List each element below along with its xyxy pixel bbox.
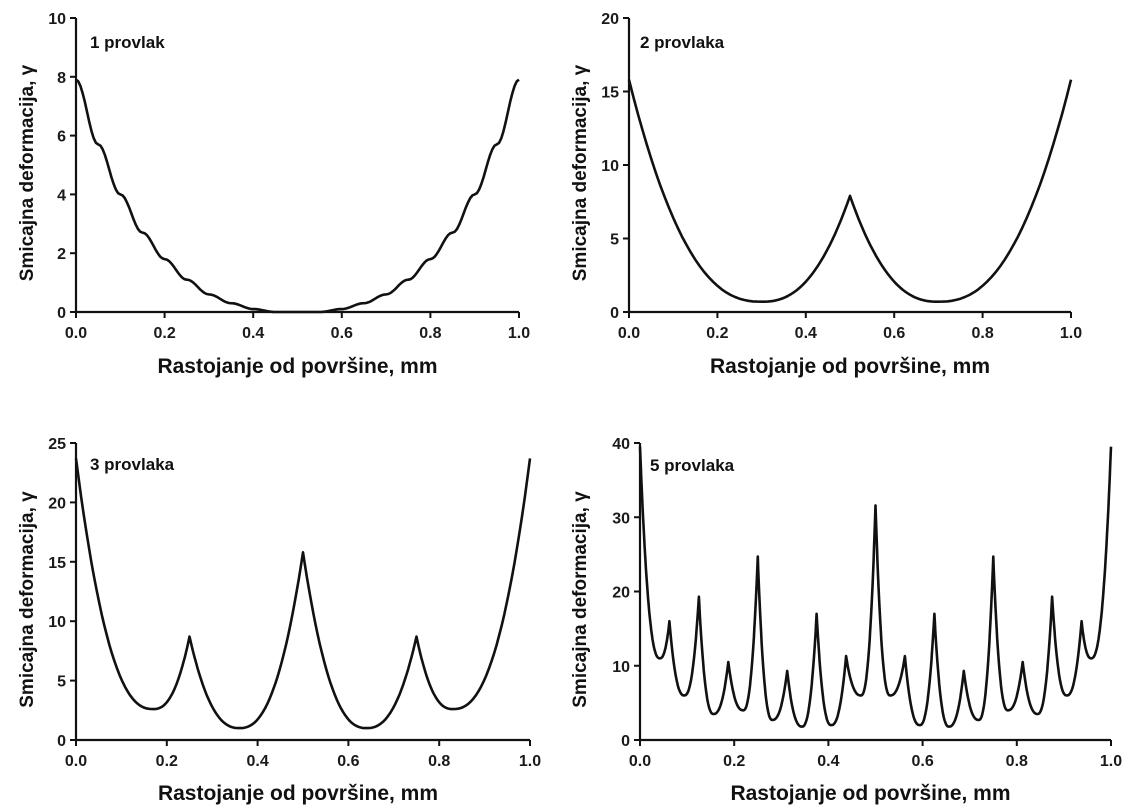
x-axis-label: Rastojanje od površine, mm — [730, 782, 1010, 805]
series-line — [75, 78, 520, 314]
y-tick-label: 8 — [57, 70, 66, 87]
y-axis-label: Smicajna deformacija, γ — [570, 491, 591, 708]
y-tick-label: 5 — [57, 674, 66, 691]
x-tick-label: 1.0 — [1060, 325, 1082, 342]
x-tick-label: 0.4 — [242, 325, 264, 342]
y-tick-label: 20 — [601, 11, 619, 28]
y-axis-label: Smicajna deformacija, γ — [17, 491, 38, 708]
panel-title: 3 provlaka — [90, 455, 175, 474]
x-tick-label: 0.2 — [153, 325, 175, 342]
y-tick-label: 20 — [612, 585, 630, 602]
series-line — [638, 446, 1113, 728]
chart-panel-4: 0.0 0.2 0.4 0.6 0.8 1.0 0 10 20 30 40 Rastojanje od… — [570, 436, 1122, 805]
x-axis-label: Rastojanje od površine, mm — [157, 355, 437, 378]
x-tick-label: 0.4 — [246, 753, 268, 770]
y-tick-label: 0 — [57, 733, 66, 750]
x-tick-label: 0.6 — [337, 753, 359, 770]
x-tick-label: 0.8 — [419, 325, 441, 342]
chart-panel-3: 0.0 0.2 0.4 0.6 0.8 1.0 0 5 10 15 20 25 Rastojanje o… — [17, 436, 541, 805]
y-tick-label: 10 — [48, 614, 66, 631]
x-tick-label: 0.6 — [911, 753, 933, 770]
x-tick-label: 1.0 — [519, 753, 541, 770]
y-tick-label: 4 — [57, 187, 66, 204]
y-axis-label: Smicajna deformacija, γ — [17, 64, 38, 281]
x-tick-label: 0.6 — [883, 325, 905, 342]
x-tick-label: 0.0 — [618, 325, 640, 342]
series-line — [74, 458, 532, 730]
y-tick-label: 30 — [612, 510, 630, 527]
x-tick-label: 0.2 — [156, 753, 178, 770]
x-tick-label: 1.0 — [508, 325, 530, 342]
x-tick-label: 0.0 — [65, 753, 87, 770]
x-tick-label: 0.0 — [629, 753, 651, 770]
panel-title: 1 provlak — [90, 33, 165, 52]
x-tick-label: 0.8 — [428, 753, 450, 770]
chart-panel-2: 0.0 0.2 0.4 0.6 0.8 1.0 0 5 10 15 20 Rastojanje od … — [570, 11, 1082, 378]
y-tick-label: 20 — [48, 495, 66, 512]
x-tick-label: 0.8 — [971, 325, 993, 342]
y-tick-label: 10 — [48, 11, 66, 28]
y-tick-label: 2 — [57, 246, 66, 263]
x-tick-label: 0.4 — [795, 325, 817, 342]
x-tick-label: 0.4 — [817, 753, 839, 770]
y-axis-label: Smicajna deformacija, γ — [570, 64, 591, 281]
series-line — [627, 79, 1073, 303]
chart-panel-1: 0.0 0.2 0.4 0.6 0.8 1.0 0 2 4 6 8 10 Rastojanje od p… — [17, 11, 530, 378]
y-tick-label: 6 — [57, 129, 66, 146]
x-axis-label: Rastojanje od površine, mm — [158, 782, 438, 805]
x-tick-label: 0.8 — [1006, 753, 1028, 770]
x-axis-label: Rastojanje od površine, mm — [710, 355, 990, 378]
y-tick-label: 0 — [610, 305, 619, 322]
y-tick-label: 10 — [601, 158, 619, 175]
y-tick-label: 5 — [610, 232, 619, 249]
panel-title: 2 provlaka — [640, 33, 725, 52]
y-tick-label: 40 — [612, 436, 630, 453]
x-tick-label: 0.2 — [723, 753, 745, 770]
y-tick-label: 0 — [57, 305, 66, 322]
x-tick-label: 1.0 — [1100, 753, 1122, 770]
y-tick-label: 0 — [621, 733, 630, 750]
x-tick-label: 0.0 — [65, 325, 87, 342]
y-tick-label: 15 — [48, 555, 66, 572]
panel-title: 5 provlaka — [650, 456, 735, 475]
y-tick-label: 15 — [601, 85, 619, 102]
y-tick-label: 25 — [48, 436, 66, 453]
x-tick-label: 0.2 — [706, 325, 728, 342]
x-tick-label: 0.6 — [331, 325, 353, 342]
y-tick-label: 10 — [612, 659, 630, 676]
